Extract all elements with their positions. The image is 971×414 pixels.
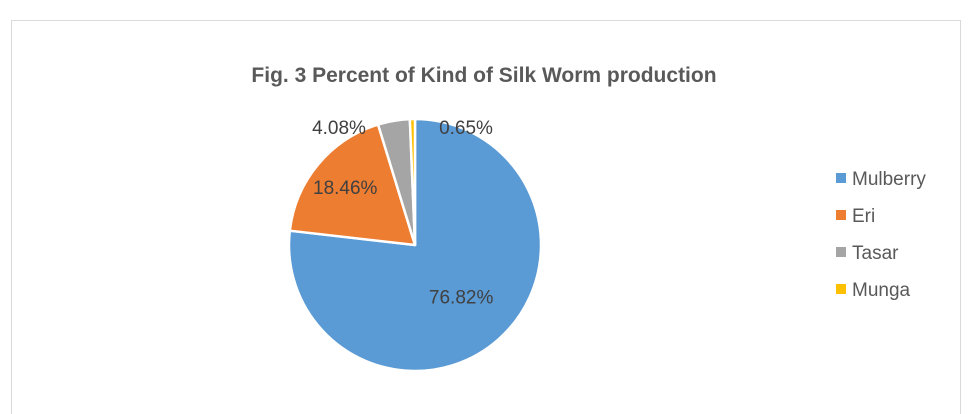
- legend-label-mulberry: Mulberry: [852, 169, 926, 190]
- legend-label-tasar: Tasar: [852, 243, 899, 264]
- legend-label-eri: Eri: [852, 206, 875, 227]
- legend: Mulberry Eri Tasar Munga: [836, 169, 926, 301]
- leader-lines: [380, 122, 395, 128]
- legend-label-munga: Munga: [852, 280, 911, 301]
- pie-slice-eri: [288, 123, 417, 247]
- data-label-munga: 0.65%: [439, 118, 493, 139]
- pie-slices: [287, 117, 543, 373]
- legend-swatch-mulberry: [836, 173, 846, 183]
- leader-line-tasar: [380, 122, 395, 128]
- data-label-mulberry: 76.82%: [429, 288, 494, 309]
- legend-swatch-tasar: [836, 247, 846, 257]
- legend-swatch-eri: [836, 210, 846, 220]
- chart-title: Fig. 3 Percent of Kind of Silk Worm prod…: [251, 64, 716, 87]
- data-label-tasar: 4.08%: [312, 118, 366, 139]
- data-label-eri: 18.46%: [313, 178, 378, 199]
- data-labels: 76.82% 18.46% 4.08% 0.65%: [312, 118, 493, 309]
- legend-swatch-munga: [836, 284, 846, 294]
- pie-slice-munga: [408, 117, 417, 247]
